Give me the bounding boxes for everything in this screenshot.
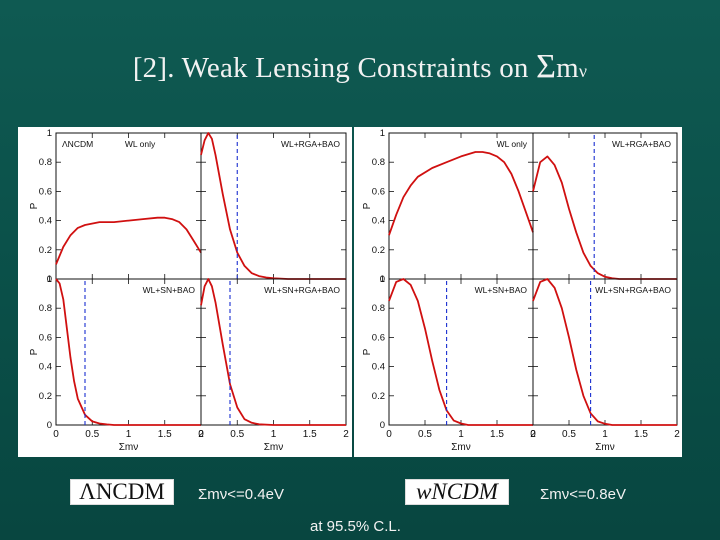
x-tick-label: 1 [126, 429, 132, 440]
y-tick-label: 0.6 [372, 332, 385, 343]
x-tick-label: 1.5 [158, 429, 172, 440]
title-nu: ν [578, 61, 588, 81]
wcdm-model-badge: wNCDM [405, 479, 509, 505]
subplot-frame [200, 278, 347, 426]
x-tick-label: 2 [198, 429, 204, 440]
posterior-curve [200, 132, 346, 280]
x-axis-label: Σmν [595, 442, 615, 453]
x-tick-label: 0 [530, 429, 536, 440]
x-tick-label: 2 [530, 429, 536, 440]
y-tick-label: 0.4 [39, 362, 52, 373]
wcdm-figure: 0 0.2 0.4 0.6 0.8 1 WL only P WL+RGA+BAO 0 0.5 1 1.5… [354, 127, 682, 457]
subplot-label: WL+SN+RGA+BAO [595, 285, 671, 295]
y-tick-label: 0 [380, 274, 385, 285]
subplot-label: WL only [497, 139, 528, 149]
x-tick-label: 2 [674, 429, 680, 440]
subplot-frame [200, 132, 347, 280]
wcdm-result-text: Σmν<=0.8eV [540, 486, 626, 503]
x-tick-label: 0 [198, 429, 204, 440]
subplot-frame [55, 278, 202, 426]
x-tick-label: 0 [53, 429, 59, 440]
x-tick-label: 1.5 [490, 429, 504, 440]
subplot-0-3: 0 0.5 1 1.5 2 WL+SN+RGA+BAO Σmν [198, 278, 349, 453]
x-tick-label: 2 [343, 429, 349, 440]
lcdm-model-badge: ΛNCDM [70, 479, 174, 505]
confidence-footnote: at 95.5% C.L. [310, 518, 401, 535]
x-tick-label: 0.5 [562, 429, 576, 440]
y-tick-label: 1 [47, 274, 52, 285]
x-tick-label: 1 [602, 429, 608, 440]
subplot-label: WL+RGA+BAO [612, 139, 671, 149]
x-tick-label: 0.5 [418, 429, 432, 440]
x-tick-label: 0 [386, 429, 392, 440]
y-tick-label: 1 [380, 274, 385, 285]
title-sigma: Σ [536, 48, 557, 85]
posterior-curve [388, 278, 533, 426]
subplot-label: WL+SN+RGA+BAO [264, 285, 340, 295]
y-tick-label: 0.6 [39, 332, 52, 343]
x-axis-label: Σmν [119, 442, 139, 453]
y-tick-label: 1 [47, 128, 52, 139]
y-tick-label: 0 [47, 274, 52, 285]
y-tick-label: 0.2 [372, 245, 385, 256]
posterior-curve [532, 278, 677, 426]
x-tick-label: 1 [458, 429, 464, 440]
x-tick-label: 0.5 [230, 429, 244, 440]
x-axis-label: Σmν [264, 442, 284, 453]
lcdm-figure: 0 0.2 0.4 0.6 0.8 1 ΛNCDM WL only P WL+RGA+BAO 0 0.… [18, 127, 352, 457]
y-axis-label: P [362, 202, 373, 209]
y-tick-label: 0 [47, 420, 52, 431]
subplot-0-0: 0 0.2 0.4 0.6 0.8 1 ΛNCDM WL only P [29, 128, 202, 285]
y-tick-label: 0.4 [39, 216, 52, 227]
subplot-frame [388, 278, 534, 426]
subplot-0-1: WL+RGA+BAO [200, 132, 347, 280]
y-tick-label: 0.8 [372, 303, 385, 314]
subplot-frame [55, 132, 202, 280]
y-tick-label: 0.8 [39, 303, 52, 314]
x-tick-label: 1.5 [634, 429, 648, 440]
y-axis-label: P [29, 202, 40, 209]
y-tick-label: 0 [380, 420, 385, 431]
wcdm-figure-svg: 0 0.2 0.4 0.6 0.8 1 WL only P WL+RGA+BAO 0 0.5 1 1.5… [362, 128, 680, 453]
x-tick-label: 1.5 [303, 429, 317, 440]
subplot-1-1: WL+RGA+BAO [532, 132, 678, 280]
y-tick-label: 0.6 [372, 186, 385, 197]
subplot-1-3: 0 0.5 1 1.5 2 WL+SN+RGA+BAO Σmν [530, 278, 680, 453]
subplot-label: ΛNCDM [62, 139, 93, 149]
y-tick-label: 0.8 [372, 157, 385, 168]
y-tick-label: 0.2 [39, 245, 52, 256]
subplot-label: WL+RGA+BAO [281, 139, 340, 149]
slide-title: [2]. Weak Lensing Constraints on Σmν [0, 48, 720, 86]
y-tick-label: 0.2 [39, 391, 52, 402]
posterior-curve [388, 151, 534, 236]
y-tick-label: 0.4 [372, 362, 385, 373]
title-m: m [556, 52, 579, 84]
lcdm-figure-svg: 0 0.2 0.4 0.6 0.8 1 ΛNCDM WL only P WL+RGA+BAO 0 0.… [29, 128, 349, 453]
y-axis-label: P [29, 348, 40, 355]
subplot-label: WL+SN+BAO [475, 285, 528, 295]
subplot-sublabel: WL only [125, 139, 156, 149]
y-tick-label: 1 [380, 128, 385, 139]
posterior-curve [55, 278, 201, 426]
x-tick-label: 1 [271, 429, 277, 440]
y-tick-label: 0.4 [372, 216, 385, 227]
posterior-curve [55, 216, 202, 265]
title-prefix: [2]. Weak Lensing Constraints on [132, 52, 537, 84]
y-axis-label: P [362, 348, 373, 355]
y-tick-label: 0.6 [39, 186, 52, 197]
posterior-curve [532, 155, 677, 280]
subplot-frame [388, 132, 534, 280]
subplot-label: WL+SN+BAO [143, 285, 196, 295]
x-axis-label: Σmν [451, 442, 471, 453]
y-tick-label: 0.2 [372, 391, 385, 402]
subplot-1-0: 0 0.2 0.4 0.6 0.8 1 WL only P [362, 128, 534, 285]
x-tick-label: 0.5 [85, 429, 99, 440]
posterior-curve [200, 278, 346, 426]
subplot-frame [532, 278, 678, 426]
lcdm-result-text: Σmν<=0.4eV [198, 486, 284, 503]
y-tick-label: 0.8 [39, 157, 52, 168]
subplot-frame [532, 132, 678, 280]
